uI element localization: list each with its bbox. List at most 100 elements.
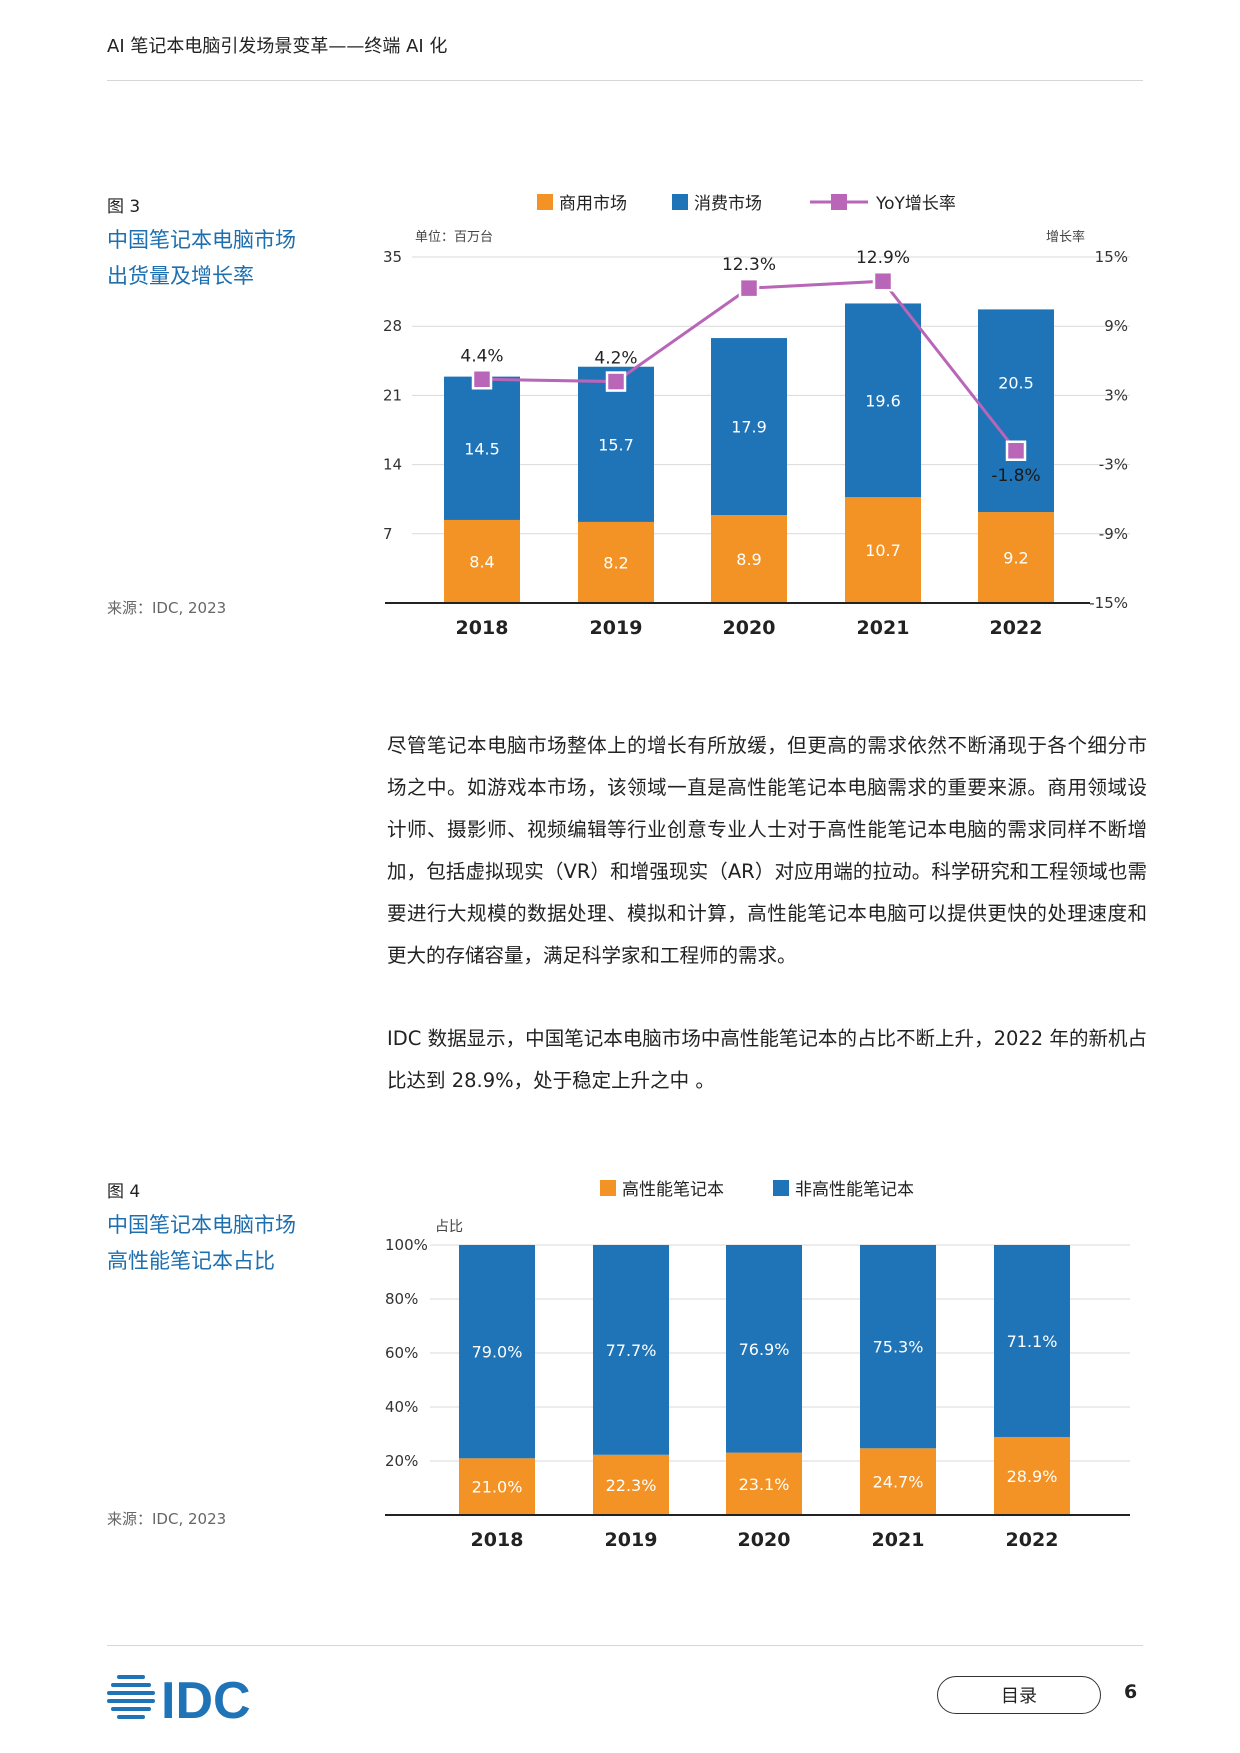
bar-commercial <box>978 512 1054 603</box>
legend-swatch <box>537 194 553 210</box>
x-tick-label: 2022 <box>1006 1529 1059 1551</box>
figure4-title: 中国笔记本电脑市场 高性能笔记本占比 <box>107 1207 296 1279</box>
toc-button-label: 目录 <box>1001 1686 1037 1707</box>
bar-commercial <box>444 519 520 603</box>
y-tick-label: 20% <box>385 1452 418 1470</box>
bar-high-performance <box>593 1454 669 1515</box>
yoy-label: 12.9% <box>856 248 910 268</box>
bar-non-high-performance <box>994 1245 1070 1437</box>
bar-consumer <box>978 309 1054 513</box>
bar-high-performance <box>994 1436 1070 1515</box>
y-tick-label-right: -3% <box>1099 456 1128 474</box>
data-label-commercial: 8.4 <box>469 552 494 571</box>
bar-non-high-performance <box>459 1245 535 1459</box>
legend-label: YoY增长率 <box>875 194 956 214</box>
body-paragraph-1: 尽管笔记本电脑市场整体上的增长有所放缓，但更高的需求依然不断涌现于各个细分市场之… <box>387 734 1147 967</box>
y-tick-label-left: 7 <box>383 525 393 543</box>
data-label-commercial: 9.2 <box>1003 549 1028 568</box>
yoy-marker <box>471 369 493 390</box>
figure3-source: 来源：IDC, 2023 <box>107 599 227 617</box>
data-label-non-high-performance: 77.7% <box>606 1341 657 1360</box>
figure4-label: 图 4 <box>107 1182 141 1202</box>
y-tick-label-left: 14 <box>383 456 402 474</box>
data-label-high-performance: 24.7% <box>873 1473 924 1492</box>
y-tick-label: 60% <box>385 1344 418 1362</box>
yoy-marker <box>605 371 627 392</box>
y-tick-label: 100% <box>385 1236 428 1254</box>
figure4-title-line: 中国笔记本电脑市场 <box>107 1213 296 1237</box>
data-label-non-high-performance: 71.1% <box>1007 1332 1058 1351</box>
bar-commercial <box>845 497 921 603</box>
toc-button[interactable]: 目录 <box>937 1676 1101 1714</box>
x-tick-label: 2022 <box>990 617 1043 639</box>
figure4-chart: 100% 80% 60% 40% 20% 占比 高性能笔记本 非高性能笔记本 21.0% 79.0… <box>385 1180 1130 1551</box>
yoy-label: 12.3% <box>722 255 776 275</box>
page-number: 6 <box>1124 1681 1138 1703</box>
y-tick-label-right: -9% <box>1099 525 1128 543</box>
y-tick-label: 80% <box>385 1290 418 1308</box>
legend-label: 商用市场 <box>559 194 627 214</box>
bar-consumer <box>444 376 520 520</box>
yoy-marker <box>1005 440 1027 462</box>
y-axis-label: 占比 <box>435 1219 463 1235</box>
bar-high-performance <box>860 1448 936 1515</box>
idc-logo: IDC <box>107 1672 251 1723</box>
y-tick-label-left: 35 <box>383 248 402 266</box>
yoy-label: 4.4% <box>460 346 503 366</box>
y-tick-label-right: -15% <box>1089 594 1128 612</box>
legend-swatch <box>773 1180 789 1196</box>
bar-commercial <box>578 521 654 603</box>
x-tick-label: 2018 <box>456 617 509 639</box>
data-label-high-performance: 22.3% <box>606 1476 657 1495</box>
x-tick-label: 2021 <box>872 1529 925 1551</box>
x-tick-label: 2021 <box>857 617 910 639</box>
data-label-consumer: 17.9 <box>731 418 767 437</box>
data-label-consumer: 19.6 <box>865 391 901 410</box>
body-paragraph-2: IDC 数据显示，中国笔记本电脑市场中高性能笔记本的占比不断上升，2022 年的… <box>387 1027 1147 1092</box>
y-tick-label-right: 3% <box>1104 386 1128 404</box>
y-tick-label-left: 21 <box>383 386 402 404</box>
yoy-label: 4.2% <box>594 349 637 369</box>
bar-commercial <box>711 515 787 603</box>
x-tick-label: 2019 <box>605 1529 658 1551</box>
data-label-non-high-performance: 75.3% <box>873 1338 924 1357</box>
data-label-high-performance: 23.1% <box>739 1475 790 1494</box>
data-label-commercial: 8.9 <box>736 550 761 569</box>
x-tick-label: 2019 <box>590 617 643 639</box>
figure4-source: 来源：IDC, 2023 <box>107 1510 227 1528</box>
legend-label: 非高性能笔记本 <box>795 1180 914 1200</box>
figure3-label: 图 3 <box>107 197 141 217</box>
data-label-commercial: 10.7 <box>865 541 901 560</box>
figure3-chart: 35 28 21 14 7 15% 9% 3% -3% -9% -15% 单位：百万台 增长率 商用市场 消… <box>383 194 1130 639</box>
bar-consumer <box>711 338 787 516</box>
y-axis-label-right: 增长率 <box>1046 229 1085 245</box>
footer-divider <box>107 1645 1143 1646</box>
yoy-marker <box>738 277 760 299</box>
bar-non-high-performance <box>726 1245 802 1453</box>
data-label-high-performance: 21.0% <box>472 1478 523 1497</box>
yoy-label: -1.8% <box>991 466 1040 486</box>
legend-label: 高性能笔记本 <box>622 1180 724 1200</box>
legend-swatch <box>600 1180 616 1196</box>
y-tick-label-right: 9% <box>1104 317 1128 335</box>
x-tick-label: 2018 <box>471 1529 524 1551</box>
x-tick-label: 2020 <box>738 1529 791 1551</box>
figure4-title-line: 高性能笔记本占比 <box>107 1249 275 1273</box>
x-tick-label: 2020 <box>723 617 776 639</box>
y-tick-label-right: 15% <box>1095 248 1128 266</box>
bar-high-performance <box>726 1452 802 1515</box>
bar-consumer <box>578 366 654 522</box>
header-divider <box>107 80 1143 81</box>
bar-consumer <box>845 303 921 498</box>
figure3-title-line: 中国笔记本电脑市场 <box>107 228 296 252</box>
legend-marker <box>831 194 847 210</box>
bar-high-performance <box>459 1458 535 1515</box>
data-label-high-performance: 28.9% <box>1007 1467 1058 1486</box>
y-axis-label-left: 单位：百万台 <box>415 230 493 245</box>
idc-logo-text: IDC <box>161 1672 251 1723</box>
y-tick-label-left: 28 <box>383 317 402 335</box>
data-label-consumer: 20.5 <box>998 374 1034 393</box>
yoy-marker <box>872 270 894 292</box>
data-label-commercial: 8.2 <box>603 553 628 572</box>
data-label-non-high-performance: 79.0% <box>472 1343 523 1362</box>
